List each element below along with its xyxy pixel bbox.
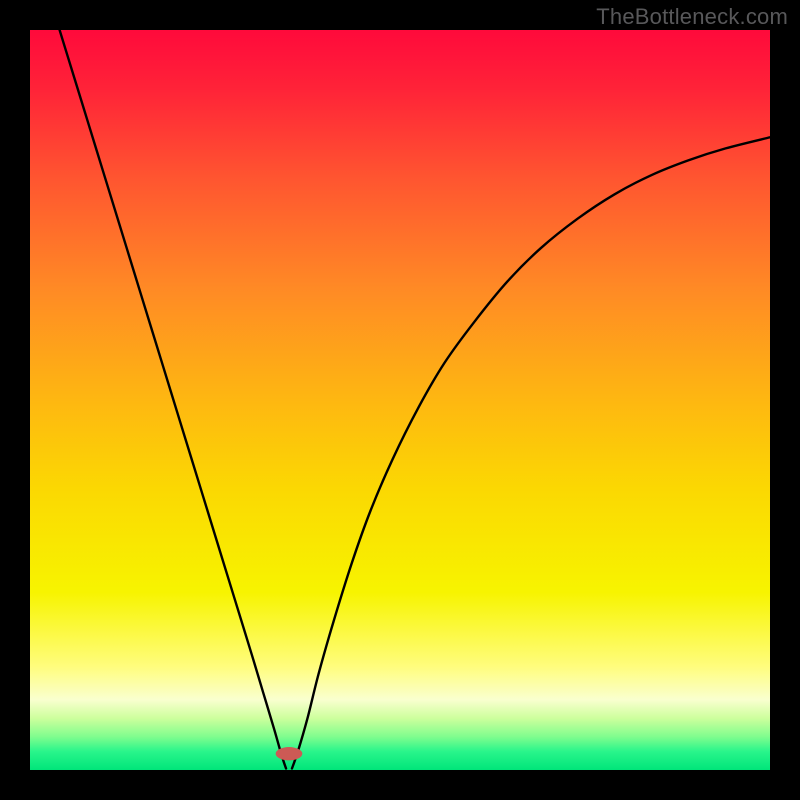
plot-background — [30, 30, 770, 770]
watermark-text: TheBottleneck.com — [596, 4, 788, 30]
optimal-marker — [276, 747, 303, 760]
bottleneck-chart — [30, 30, 770, 770]
chart-frame: TheBottleneck.com — [0, 0, 800, 800]
